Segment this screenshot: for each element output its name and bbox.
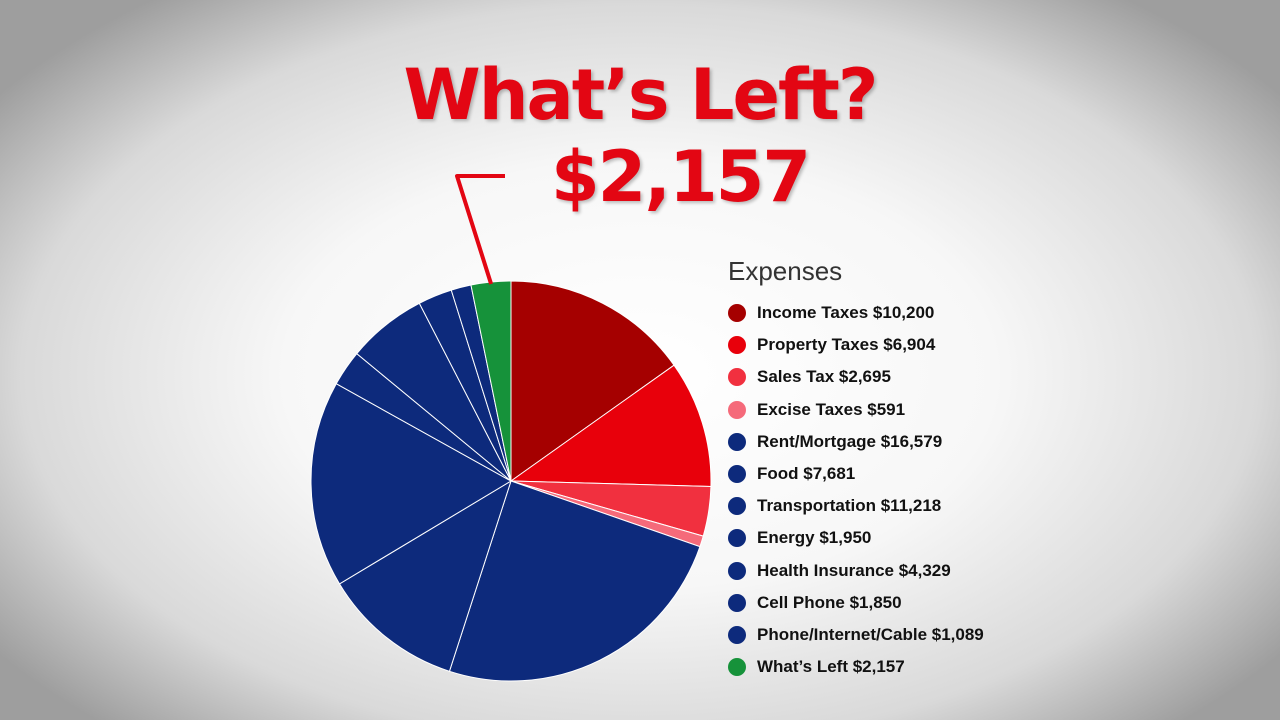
legend-item: Rent/Mortgage $16,579 — [728, 426, 984, 458]
legend-label: Cell Phone $1,850 — [757, 592, 902, 612]
legend-label: Property Taxes $6,904 — [757, 335, 936, 355]
legend-item: Phone/Internet/Cable $1,089 — [728, 619, 984, 651]
legend: Expenses Income Taxes $10,200 Property Ta… — [728, 256, 984, 683]
legend-dot — [728, 336, 746, 355]
legend-label: Phone/Internet/Cable $1,089 — [757, 624, 984, 644]
legend-dot — [728, 304, 746, 323]
legend-item: Food $7,681 — [728, 458, 984, 490]
pie-slice-1 — [509, 364, 712, 487]
legend-item: Energy $1,950 — [728, 522, 984, 554]
legend-label: Transportation $11,218 — [757, 496, 942, 516]
whats-left-value: $2,157 — [550, 136, 811, 218]
legend-dot — [728, 497, 746, 516]
legend-label: Food $7,681 — [757, 464, 856, 484]
pie-slice-4 — [448, 480, 701, 682]
legend-title: Expenses — [728, 256, 843, 286]
pie-slice-5 — [338, 479, 512, 672]
legend-item: Sales Tax $2,695 — [728, 361, 984, 393]
legend-dot — [728, 593, 746, 612]
legend-dot — [728, 432, 746, 451]
legend-dot — [728, 529, 746, 548]
legend-dot — [728, 658, 746, 677]
chart-title: What’s Left? — [403, 54, 879, 136]
pie-slice-6 — [310, 383, 512, 585]
legend-dot — [728, 465, 746, 484]
legend-item: Cell Phone $1,850 — [728, 587, 984, 619]
callout-line — [455, 174, 505, 285]
legend-label: Rent/Mortgage $16,579 — [757, 431, 943, 451]
legend-dot — [728, 625, 746, 644]
legend-dot — [728, 400, 746, 419]
legend-label: What’s Left $2,157 — [757, 657, 905, 677]
legend-label: Income Taxes $10,200 — [757, 303, 935, 323]
legend-dot — [728, 561, 746, 580]
legend-item: Property Taxes $6,904 — [728, 329, 984, 361]
pie-slice-0 — [510, 280, 675, 482]
legend-item: What’s Left $2,157 — [728, 651, 984, 683]
legend-item: Health Insurance $4,329 — [728, 555, 984, 587]
legend-item: Transportation $11,218 — [728, 490, 984, 522]
legend-label: Health Insurance $4,329 — [757, 560, 951, 580]
legend-label: Energy $1,950 — [757, 528, 872, 548]
legend-label: Sales Tax $2,695 — [757, 367, 891, 387]
legend-item: Income Taxes $10,200 — [728, 297, 984, 329]
legend-label: Excise Taxes $591 — [757, 399, 906, 419]
legend-item: Excise Taxes $591 — [728, 394, 984, 426]
legend-dot — [728, 368, 746, 387]
